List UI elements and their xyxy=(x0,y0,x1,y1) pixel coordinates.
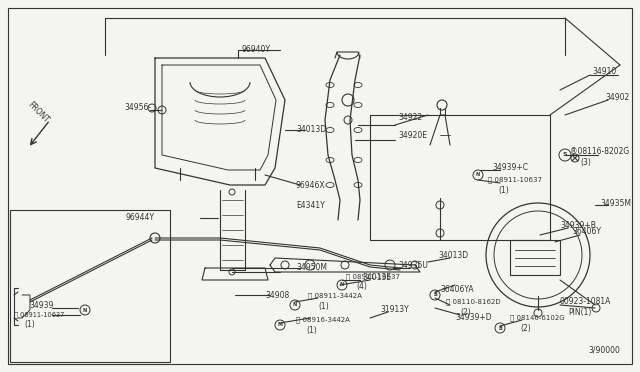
Text: PIN(1): PIN(1) xyxy=(568,308,591,317)
Text: 00923-1081A: 00923-1081A xyxy=(560,298,611,307)
Text: 34013D: 34013D xyxy=(296,125,326,135)
Text: Ⓑ 08110-8162D: Ⓑ 08110-8162D xyxy=(446,299,500,305)
Text: 34939+D: 34939+D xyxy=(455,314,492,323)
Text: S: S xyxy=(563,153,567,157)
Text: 96940Y: 96940Y xyxy=(242,45,271,55)
Text: E4341Y: E4341Y xyxy=(296,201,324,209)
Text: 34920E: 34920E xyxy=(398,131,427,140)
Text: Ⓝ 08911-10637: Ⓝ 08911-10637 xyxy=(346,274,400,280)
Text: M: M xyxy=(278,323,282,327)
Text: 36406Y: 36406Y xyxy=(572,228,601,237)
Text: (1): (1) xyxy=(306,326,317,334)
Text: (4): (4) xyxy=(356,282,367,292)
Text: 34908: 34908 xyxy=(265,291,289,299)
Text: B: B xyxy=(433,292,437,298)
Bar xyxy=(510,240,560,275)
Text: Ⓝ 08911-10637: Ⓝ 08911-10637 xyxy=(14,312,65,318)
Text: FRONT: FRONT xyxy=(26,100,51,124)
Text: N: N xyxy=(476,173,480,177)
Text: (3): (3) xyxy=(580,158,591,167)
Text: 34939+B: 34939+B xyxy=(560,221,596,230)
Text: 96944Y: 96944Y xyxy=(126,214,155,222)
Text: Ⓝ 08911-10637: Ⓝ 08911-10637 xyxy=(488,177,542,183)
Text: (2): (2) xyxy=(460,308,471,317)
Text: 34910: 34910 xyxy=(592,67,616,77)
Text: 34956-: 34956- xyxy=(125,103,152,112)
Text: 34935U: 34935U xyxy=(398,260,428,269)
Text: 34939+C: 34939+C xyxy=(492,164,528,173)
Text: 34939: 34939 xyxy=(29,301,54,311)
Text: ⓜ 08916-3442A: ⓜ 08916-3442A xyxy=(296,317,350,323)
Text: Ⓝ 08911-3442A: Ⓝ 08911-3442A xyxy=(308,293,362,299)
Text: B: B xyxy=(498,326,502,330)
Text: Ⓑ 08146-6102G: Ⓑ 08146-6102G xyxy=(510,315,564,321)
Text: (2): (2) xyxy=(520,324,531,333)
Text: 34902: 34902 xyxy=(605,93,629,103)
Text: (1): (1) xyxy=(498,186,509,195)
Text: N: N xyxy=(83,308,87,312)
Text: N: N xyxy=(293,302,297,308)
Text: 34013D: 34013D xyxy=(438,250,468,260)
Text: 36406YA: 36406YA xyxy=(440,285,474,295)
Text: 3/90000: 3/90000 xyxy=(588,346,620,355)
Text: (1): (1) xyxy=(24,321,35,330)
Text: 96946X: 96946X xyxy=(296,180,326,189)
Text: (1): (1) xyxy=(318,301,329,311)
Text: 34013E: 34013E xyxy=(362,273,391,282)
Text: 31913Y: 31913Y xyxy=(380,305,409,314)
Text: 34935M: 34935M xyxy=(600,199,631,208)
Text: 34950M: 34950M xyxy=(296,263,327,273)
Bar xyxy=(10,210,170,362)
Text: N: N xyxy=(340,282,344,288)
Text: 34922: 34922 xyxy=(398,113,422,122)
Text: ®08116-8202G: ®08116-8202G xyxy=(570,148,629,157)
